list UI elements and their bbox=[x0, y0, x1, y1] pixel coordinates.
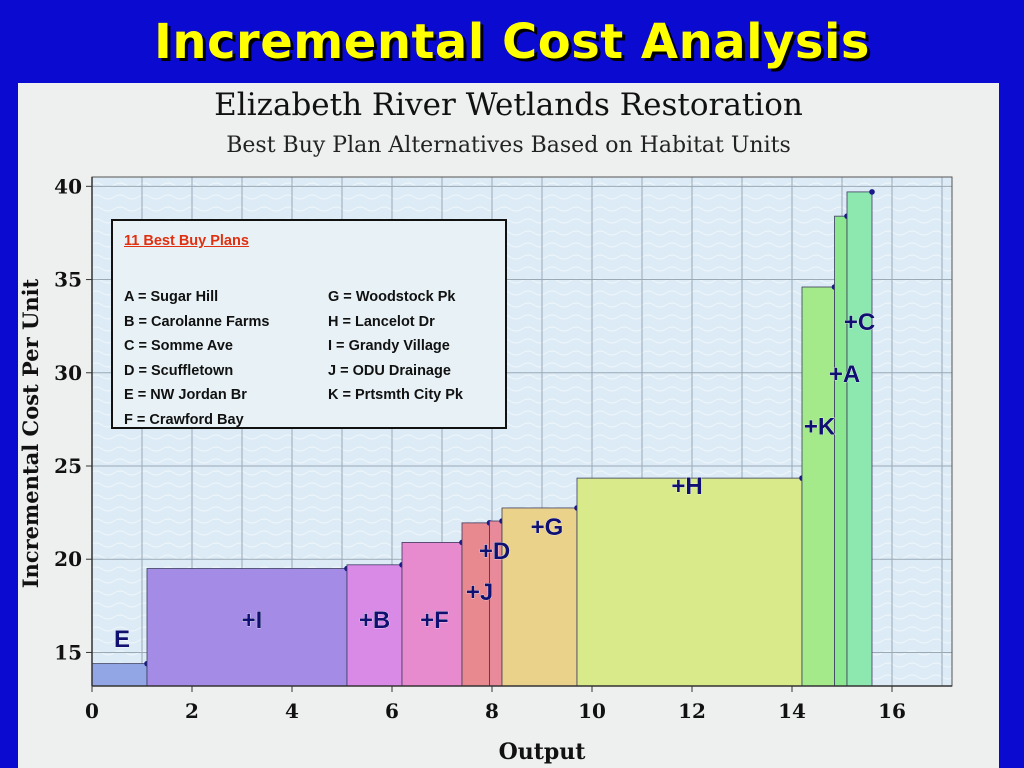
legend-column-right: G = Woodstock Pk H = Lancelot Dr I = Grand… bbox=[328, 285, 463, 408]
bar-label-F: +F bbox=[420, 607, 449, 634]
legend-item-b: B = Carolanne Farms bbox=[124, 310, 269, 335]
legend-name: Grandy Village bbox=[348, 338, 450, 354]
legend-item-j: J = ODU Drainage bbox=[328, 359, 463, 384]
legend-item-g: G = Woodstock Pk bbox=[328, 285, 463, 310]
legend-equals: = bbox=[133, 387, 151, 403]
legend-code: I bbox=[328, 338, 333, 354]
bar-label-A: +A bbox=[829, 361, 860, 388]
bar-point-C bbox=[869, 189, 875, 195]
legend-code: C bbox=[124, 338, 135, 354]
legend-name: Scuffletown bbox=[151, 362, 234, 379]
legend-equals: = bbox=[132, 411, 150, 428]
y-axis-label: Incremental Cost Per Unit bbox=[18, 278, 43, 588]
chart-subtitle: Best Buy Plan Alternatives Based on Habi… bbox=[226, 133, 791, 158]
y-tick-label: 40 bbox=[54, 174, 82, 198]
chart-title: Elizabeth River Wetlands Restoration bbox=[214, 87, 803, 123]
legend-item-i: I = Grandy Village bbox=[328, 334, 463, 359]
legend-column-left: A = Sugar Hill B = Carolanne Farms C = Som… bbox=[124, 285, 269, 432]
legend-code: F bbox=[124, 411, 133, 428]
legend-equals: = bbox=[134, 338, 152, 354]
legend-name: Somme Ave bbox=[151, 338, 233, 354]
bar-C bbox=[846, 191, 873, 687]
legend-code: K bbox=[328, 387, 339, 403]
x-tick-label: 12 bbox=[678, 699, 706, 723]
bar-E bbox=[91, 663, 148, 687]
legend-code: A bbox=[124, 289, 134, 305]
y-tick-label: 15 bbox=[54, 640, 82, 664]
x-tick-label: 10 bbox=[578, 699, 606, 723]
y-tick-label: 35 bbox=[54, 268, 82, 292]
legend-code: D bbox=[124, 362, 135, 379]
legend-code: H bbox=[328, 313, 339, 330]
legend-item-d: D = Scuffletown bbox=[124, 359, 269, 384]
y-tick-label: 30 bbox=[54, 361, 82, 385]
legend-equals: = bbox=[134, 362, 152, 379]
bar-label-D: +D bbox=[479, 538, 510, 565]
legend-name: Crawford Bay bbox=[149, 411, 244, 428]
bar-label-E: E bbox=[114, 626, 130, 653]
bar-H bbox=[576, 477, 803, 687]
bar-label-I: +I bbox=[242, 607, 263, 634]
legend-equals: = bbox=[134, 313, 152, 330]
legend-name: ODU Drainage bbox=[352, 362, 451, 379]
chart-panel: 0 2 4 6 8 10 12 14 16 15 20 25 30 35 40 Output Increment… bbox=[18, 83, 999, 768]
legend-equals: = bbox=[133, 289, 151, 305]
y-tick-label: 20 bbox=[54, 547, 82, 571]
legend-code: J bbox=[328, 362, 337, 379]
legend-item-f: F = Crawford Bay bbox=[124, 408, 269, 433]
bar-A bbox=[834, 215, 848, 687]
bar-label-C: +C bbox=[844, 309, 875, 336]
legend-code: E bbox=[124, 387, 134, 403]
bar-F bbox=[401, 542, 463, 687]
bar-G bbox=[501, 507, 578, 687]
x-tick-label: 4 bbox=[285, 699, 299, 723]
bar-B bbox=[346, 564, 403, 687]
legend-name: Lancelot Dr bbox=[355, 313, 435, 330]
legend-equals: = bbox=[339, 289, 356, 305]
x-tick-label: 16 bbox=[878, 699, 906, 723]
bar-label-K: +K bbox=[804, 413, 836, 440]
legend-equals: = bbox=[338, 387, 356, 403]
legend-heading: 11 Best Buy Plans bbox=[124, 233, 249, 249]
x-tick-label: 8 bbox=[485, 699, 499, 723]
bar-label-H: +H bbox=[671, 473, 702, 500]
legend-code: B bbox=[124, 313, 135, 330]
legend-equals: = bbox=[332, 338, 349, 354]
legend-code: G bbox=[328, 289, 340, 305]
bar-label-J: +J bbox=[466, 579, 493, 606]
legend-item-e: E = NW Jordan Br bbox=[124, 383, 269, 408]
legend-item-a: A = Sugar Hill bbox=[124, 285, 269, 310]
bar-K bbox=[801, 286, 835, 687]
x-tick-label: 6 bbox=[385, 699, 399, 723]
x-axis-label: Output bbox=[499, 739, 587, 765]
bar-label-B: +B bbox=[359, 607, 390, 634]
y-tick-label: 25 bbox=[54, 454, 82, 478]
chart-svg: 0 2 4 6 8 10 12 14 16 15 20 25 30 35 40 Output Increment… bbox=[18, 174, 953, 765]
bar-label-G: +G bbox=[531, 514, 564, 541]
bar-J bbox=[461, 522, 490, 687]
legend-name: Carolanne Farms bbox=[151, 313, 270, 330]
legend-equals: = bbox=[338, 313, 356, 330]
legend-box: 11 Best Buy Plans A = Sugar Hill B = Caro… bbox=[111, 219, 507, 429]
legend-name: Prtsmth City Pk bbox=[355, 387, 463, 403]
legend-item-h: H = Lancelot Dr bbox=[328, 310, 463, 335]
x-tick-label: 0 bbox=[85, 699, 99, 723]
legend-equals: = bbox=[336, 362, 353, 379]
bar-I bbox=[146, 568, 348, 687]
x-tick-label: 14 bbox=[778, 699, 806, 723]
legend-item-c: C = Somme Ave bbox=[124, 334, 269, 359]
x-tick-label: 2 bbox=[185, 699, 199, 723]
slide-title: Incremental Cost Analysis bbox=[154, 14, 870, 70]
legend-item-k: K = Prtsmth City Pk bbox=[328, 383, 463, 408]
legend-name: NW Jordan Br bbox=[150, 387, 247, 403]
legend-name: Woodstock Pk bbox=[355, 289, 456, 305]
legend-name: Sugar Hill bbox=[150, 289, 219, 305]
